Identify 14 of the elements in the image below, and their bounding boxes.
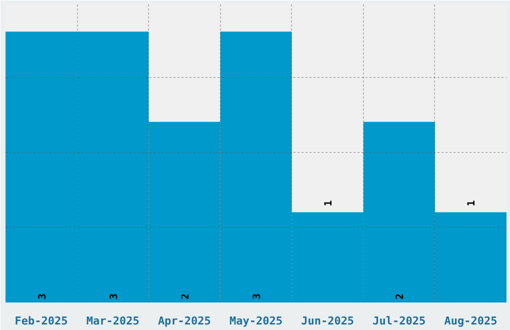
x-tick-label: Aug-2025 xyxy=(444,314,498,328)
x-tick-label: May-2025 xyxy=(230,314,282,328)
x-tick-label: Jul-2025 xyxy=(372,314,426,328)
data-label: 1 xyxy=(466,200,478,206)
data-label: 2 xyxy=(180,293,192,300)
data-label: 1 xyxy=(324,200,335,206)
data-label: 3 xyxy=(108,293,120,300)
x-tick-label: Jun-2025 xyxy=(301,314,354,328)
data-label: 3 xyxy=(37,293,48,300)
data-label: 3 xyxy=(252,293,263,300)
x-tick-label: Mar-2025 xyxy=(86,314,140,328)
data-label: 2 xyxy=(395,293,406,300)
x-tick-label: Apr-2025 xyxy=(158,314,211,328)
x-tick-label: Feb-2025 xyxy=(14,314,68,328)
